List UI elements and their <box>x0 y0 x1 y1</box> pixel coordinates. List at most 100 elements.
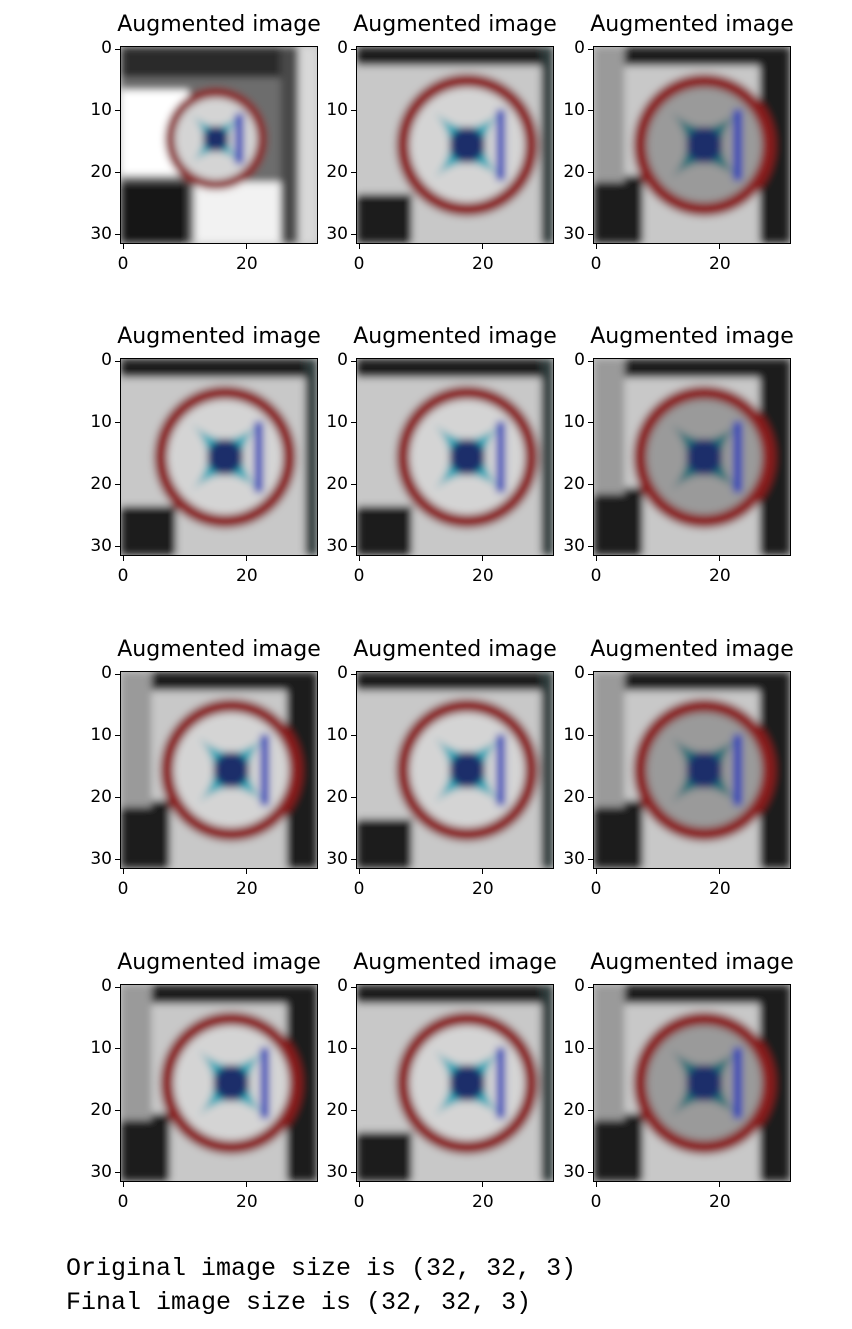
x-tick-label: 0 <box>590 566 602 586</box>
augmented-image-12 <box>593 984 791 1182</box>
y-tick-mark <box>351 673 356 675</box>
y-tick-label: 20 <box>326 1099 348 1120</box>
y-tick-label: 20 <box>563 1099 585 1120</box>
panel-title: Augmented image <box>353 637 557 662</box>
x-tick-label: 20 <box>472 254 494 274</box>
y-tick-label: 10 <box>90 1037 112 1058</box>
y-tick-mark <box>115 234 120 236</box>
x-tick-label: 20 <box>236 254 258 274</box>
augmented-image-2 <box>356 46 554 244</box>
y-tick-label: 20 <box>90 1099 112 1120</box>
x-tick-mark <box>482 869 484 874</box>
x-tick-mark <box>719 244 721 249</box>
y-tick-mark <box>351 484 356 486</box>
x-tick-label: 20 <box>709 566 731 586</box>
y-tick-mark <box>115 546 120 548</box>
y-tick-label: 30 <box>563 535 585 556</box>
x-tick-label: 20 <box>472 879 494 899</box>
x-tick-label: 0 <box>117 566 129 586</box>
x-tick-mark <box>595 869 597 874</box>
y-tick-mark <box>351 859 356 861</box>
augmented-image-9 <box>593 671 791 869</box>
y-tick-label: 0 <box>574 350 585 371</box>
y-tick-mark <box>351 360 356 362</box>
y-tick-mark <box>351 735 356 737</box>
y-tick-mark <box>115 735 120 737</box>
x-tick-label: 0 <box>117 879 129 899</box>
y-tick-label: 20 <box>326 473 348 494</box>
y-tick-mark <box>115 1110 120 1112</box>
panel-title: Augmented image <box>117 637 321 662</box>
x-tick-label: 20 <box>709 1192 731 1212</box>
y-tick-mark <box>351 48 356 50</box>
y-tick-label: 30 <box>90 848 112 869</box>
x-tick-mark <box>482 556 484 561</box>
y-tick-mark <box>351 1048 356 1050</box>
x-tick-mark <box>719 556 721 561</box>
x-tick-mark <box>122 556 124 561</box>
panel-title: Augmented image <box>353 324 557 349</box>
y-tick-label: 0 <box>101 350 112 371</box>
augmented-images-figure: Augmented image 0 10 20 30 0 20 Augmented image… <box>90 12 794 1212</box>
y-tick-label: 30 <box>326 223 348 244</box>
x-tick-mark <box>482 1182 484 1187</box>
y-tick-mark <box>588 360 593 362</box>
y-tick-mark <box>115 110 120 112</box>
x-tick-label: 0 <box>353 254 365 274</box>
x-tick-mark <box>246 556 248 561</box>
y-tick-label: 20 <box>90 161 112 182</box>
y-tick-mark <box>588 735 593 737</box>
x-tick-mark <box>358 556 360 561</box>
y-tick-label: 20 <box>563 473 585 494</box>
panel-title: Augmented image <box>117 950 321 975</box>
y-tick-label: 10 <box>563 1037 585 1058</box>
y-tick-mark <box>588 1172 593 1174</box>
y-tick-mark <box>351 986 356 988</box>
panel-title: Augmented image <box>590 950 794 975</box>
y-tick-label: 10 <box>90 99 112 120</box>
y-tick-label: 30 <box>90 535 112 556</box>
x-tick-mark <box>122 1182 124 1187</box>
x-tick-mark <box>358 244 360 249</box>
y-tick-mark <box>588 546 593 548</box>
y-tick-mark <box>115 484 120 486</box>
augmented-image-8 <box>356 671 554 869</box>
y-tick-mark <box>588 48 593 50</box>
y-tick-label: 30 <box>563 1161 585 1182</box>
x-tick-mark <box>246 244 248 249</box>
x-tick-label: 20 <box>236 1192 258 1212</box>
x-tick-label: 20 <box>472 566 494 586</box>
y-tick-mark <box>115 1048 120 1050</box>
y-tick-label: 20 <box>563 161 585 182</box>
x-tick-mark <box>595 244 597 249</box>
y-tick-mark <box>351 110 356 112</box>
panel-title: Augmented image <box>590 324 794 349</box>
x-tick-label: 20 <box>709 254 731 274</box>
y-tick-label: 10 <box>563 99 585 120</box>
x-tick-label: 0 <box>353 566 365 586</box>
x-tick-label: 20 <box>236 879 258 899</box>
y-tick-label: 20 <box>326 786 348 807</box>
y-tick-label: 10 <box>90 724 112 745</box>
x-tick-mark <box>719 1182 721 1187</box>
x-tick-mark <box>595 556 597 561</box>
y-tick-label: 0 <box>101 976 112 997</box>
y-tick-label: 10 <box>563 724 585 745</box>
x-tick-label: 0 <box>353 879 365 899</box>
augmented-image-1 <box>120 46 318 244</box>
y-tick-mark <box>588 172 593 174</box>
y-tick-mark <box>115 1172 120 1174</box>
x-tick-label: 0 <box>590 1192 602 1212</box>
y-tick-label: 10 <box>326 411 348 432</box>
x-tick-mark <box>482 244 484 249</box>
y-tick-mark <box>351 1172 356 1174</box>
y-tick-label: 0 <box>574 663 585 684</box>
y-tick-mark <box>588 1110 593 1112</box>
panel-title: Augmented image <box>590 12 794 37</box>
final-size-line: Final image size is (32, 32, 3) <box>66 1288 532 1317</box>
y-tick-label: 20 <box>326 161 348 182</box>
y-tick-label: 30 <box>90 1161 112 1182</box>
y-tick-label: 10 <box>90 411 112 432</box>
y-tick-label: 30 <box>326 535 348 556</box>
y-tick-mark <box>115 986 120 988</box>
